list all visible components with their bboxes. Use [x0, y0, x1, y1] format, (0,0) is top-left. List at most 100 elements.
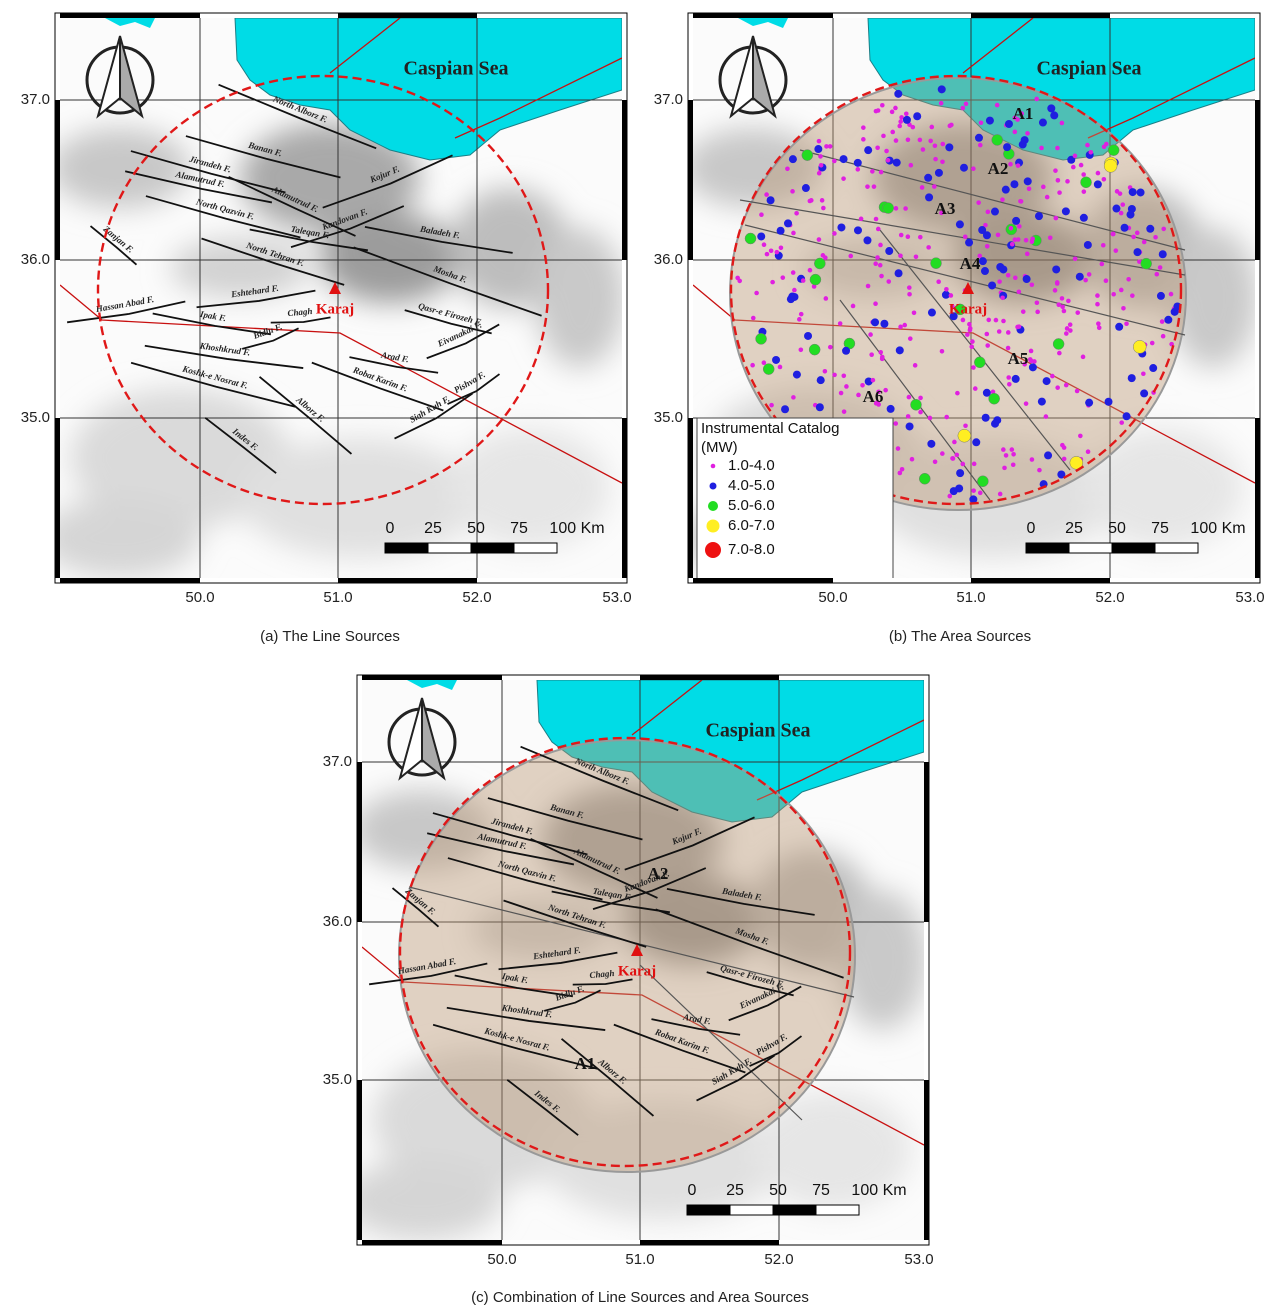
- epicenter: [1158, 265, 1163, 270]
- epicenter: [817, 139, 822, 144]
- epicenter: [911, 125, 916, 130]
- frame-bar: [55, 100, 60, 260]
- epicenter: [1146, 225, 1154, 233]
- epicenter: [1057, 351, 1062, 356]
- scale-label: 100 Km: [549, 520, 604, 537]
- frame-bar: [693, 578, 833, 583]
- epicenter: [1064, 331, 1069, 336]
- epicenter: [1129, 188, 1137, 196]
- frame-bar: [924, 680, 929, 762]
- epicenter: [884, 149, 889, 154]
- epicenter: [1025, 252, 1030, 257]
- epicenter: [1115, 189, 1120, 194]
- frame-bar: [622, 100, 627, 260]
- legend-title: Instrumental Catalog: [701, 420, 839, 437]
- epicenter: [1080, 214, 1088, 222]
- epicenter: [1006, 273, 1011, 278]
- epicenter: [871, 318, 879, 326]
- epicenter: [828, 144, 833, 149]
- epicenter: [1111, 292, 1116, 297]
- epicenter: [903, 116, 911, 124]
- epicenter: [1010, 180, 1018, 188]
- legend-swatch: [710, 483, 717, 490]
- epicenter: [769, 403, 774, 408]
- epicenter: [799, 347, 804, 352]
- epicenter: [1142, 240, 1147, 245]
- epicenter: [1032, 359, 1037, 364]
- epicenter: [751, 316, 756, 321]
- epicenter: [1141, 371, 1146, 376]
- epicenter: [779, 246, 784, 251]
- lon-label: 51.0: [956, 589, 985, 606]
- epicenter: [913, 112, 921, 120]
- epicenter: [1025, 131, 1030, 136]
- epicenter: [912, 311, 917, 316]
- epicenter: [933, 157, 938, 162]
- epicenter: [1002, 466, 1007, 471]
- epicenter: [1001, 319, 1006, 324]
- epicenter: [1095, 293, 1100, 298]
- epicenter: [1011, 462, 1016, 467]
- epicenter: [841, 373, 846, 378]
- epicenter: [947, 494, 952, 499]
- epicenter: [956, 220, 964, 228]
- epicenter: [832, 231, 837, 236]
- frame-bar: [60, 578, 200, 583]
- lon-label: 50.0: [818, 589, 847, 606]
- epicenter: [1153, 235, 1158, 240]
- epicenter: [948, 124, 953, 129]
- epicenter: [886, 158, 891, 163]
- epicenter: [1068, 322, 1073, 327]
- legend-unit: (MW): [701, 439, 738, 456]
- epicenter: [1097, 325, 1102, 330]
- epicenter: [893, 421, 898, 426]
- epicenter: [1017, 289, 1022, 294]
- frame-bar: [640, 675, 779, 680]
- epicenter: [781, 405, 789, 413]
- frame-bar: [55, 18, 60, 100]
- scale-label: 50: [1108, 520, 1126, 537]
- epicenter: [918, 235, 923, 240]
- epicenter: [1085, 399, 1093, 407]
- epicenter: [1105, 398, 1113, 406]
- epicenter: [878, 243, 883, 248]
- epicenter: [890, 130, 895, 135]
- epicenter: [890, 110, 895, 115]
- epicenter: [894, 206, 899, 211]
- epicenter: [1085, 143, 1090, 148]
- epicenter: [1073, 256, 1078, 261]
- epicenter: [894, 138, 899, 143]
- epicenter: [1057, 190, 1062, 195]
- epicenter: [918, 138, 923, 143]
- epicenter: [989, 393, 1000, 404]
- epicenter: [1096, 171, 1101, 176]
- scale-label: 75: [1151, 520, 1169, 537]
- frame-bar: [1255, 100, 1260, 260]
- epicenter: [928, 139, 933, 144]
- epicenter: [1053, 288, 1058, 293]
- lat-label: 37.0: [21, 91, 50, 108]
- epicenter: [883, 388, 888, 393]
- area-label: A1: [1013, 104, 1034, 123]
- epicenter: [1161, 227, 1166, 232]
- epicenter: [878, 350, 883, 355]
- epicenter: [1055, 146, 1060, 151]
- epicenter: [820, 198, 825, 203]
- epicenter: [931, 258, 942, 269]
- epicenter: [735, 276, 740, 281]
- map-body: North Alborz F.Banan F.Jirandeh F.Alamut…: [40, 18, 625, 578]
- frame-bar: [971, 13, 1110, 18]
- epicenter: [772, 356, 780, 364]
- epicenter: [1055, 281, 1060, 286]
- epicenter: [1024, 177, 1032, 185]
- epicenter: [964, 102, 969, 107]
- epicenter: [866, 284, 871, 289]
- epicenter: [1062, 457, 1067, 462]
- epicenter: [979, 120, 984, 125]
- epicenter: [871, 378, 876, 383]
- epicenter: [875, 255, 880, 260]
- lat-label: 37.0: [323, 753, 352, 770]
- frame-bar: [693, 13, 833, 18]
- legend: Instrumental Catalog(MW)1.0-4.04.0-5.05.…: [697, 418, 893, 580]
- epicenter: [1024, 238, 1029, 243]
